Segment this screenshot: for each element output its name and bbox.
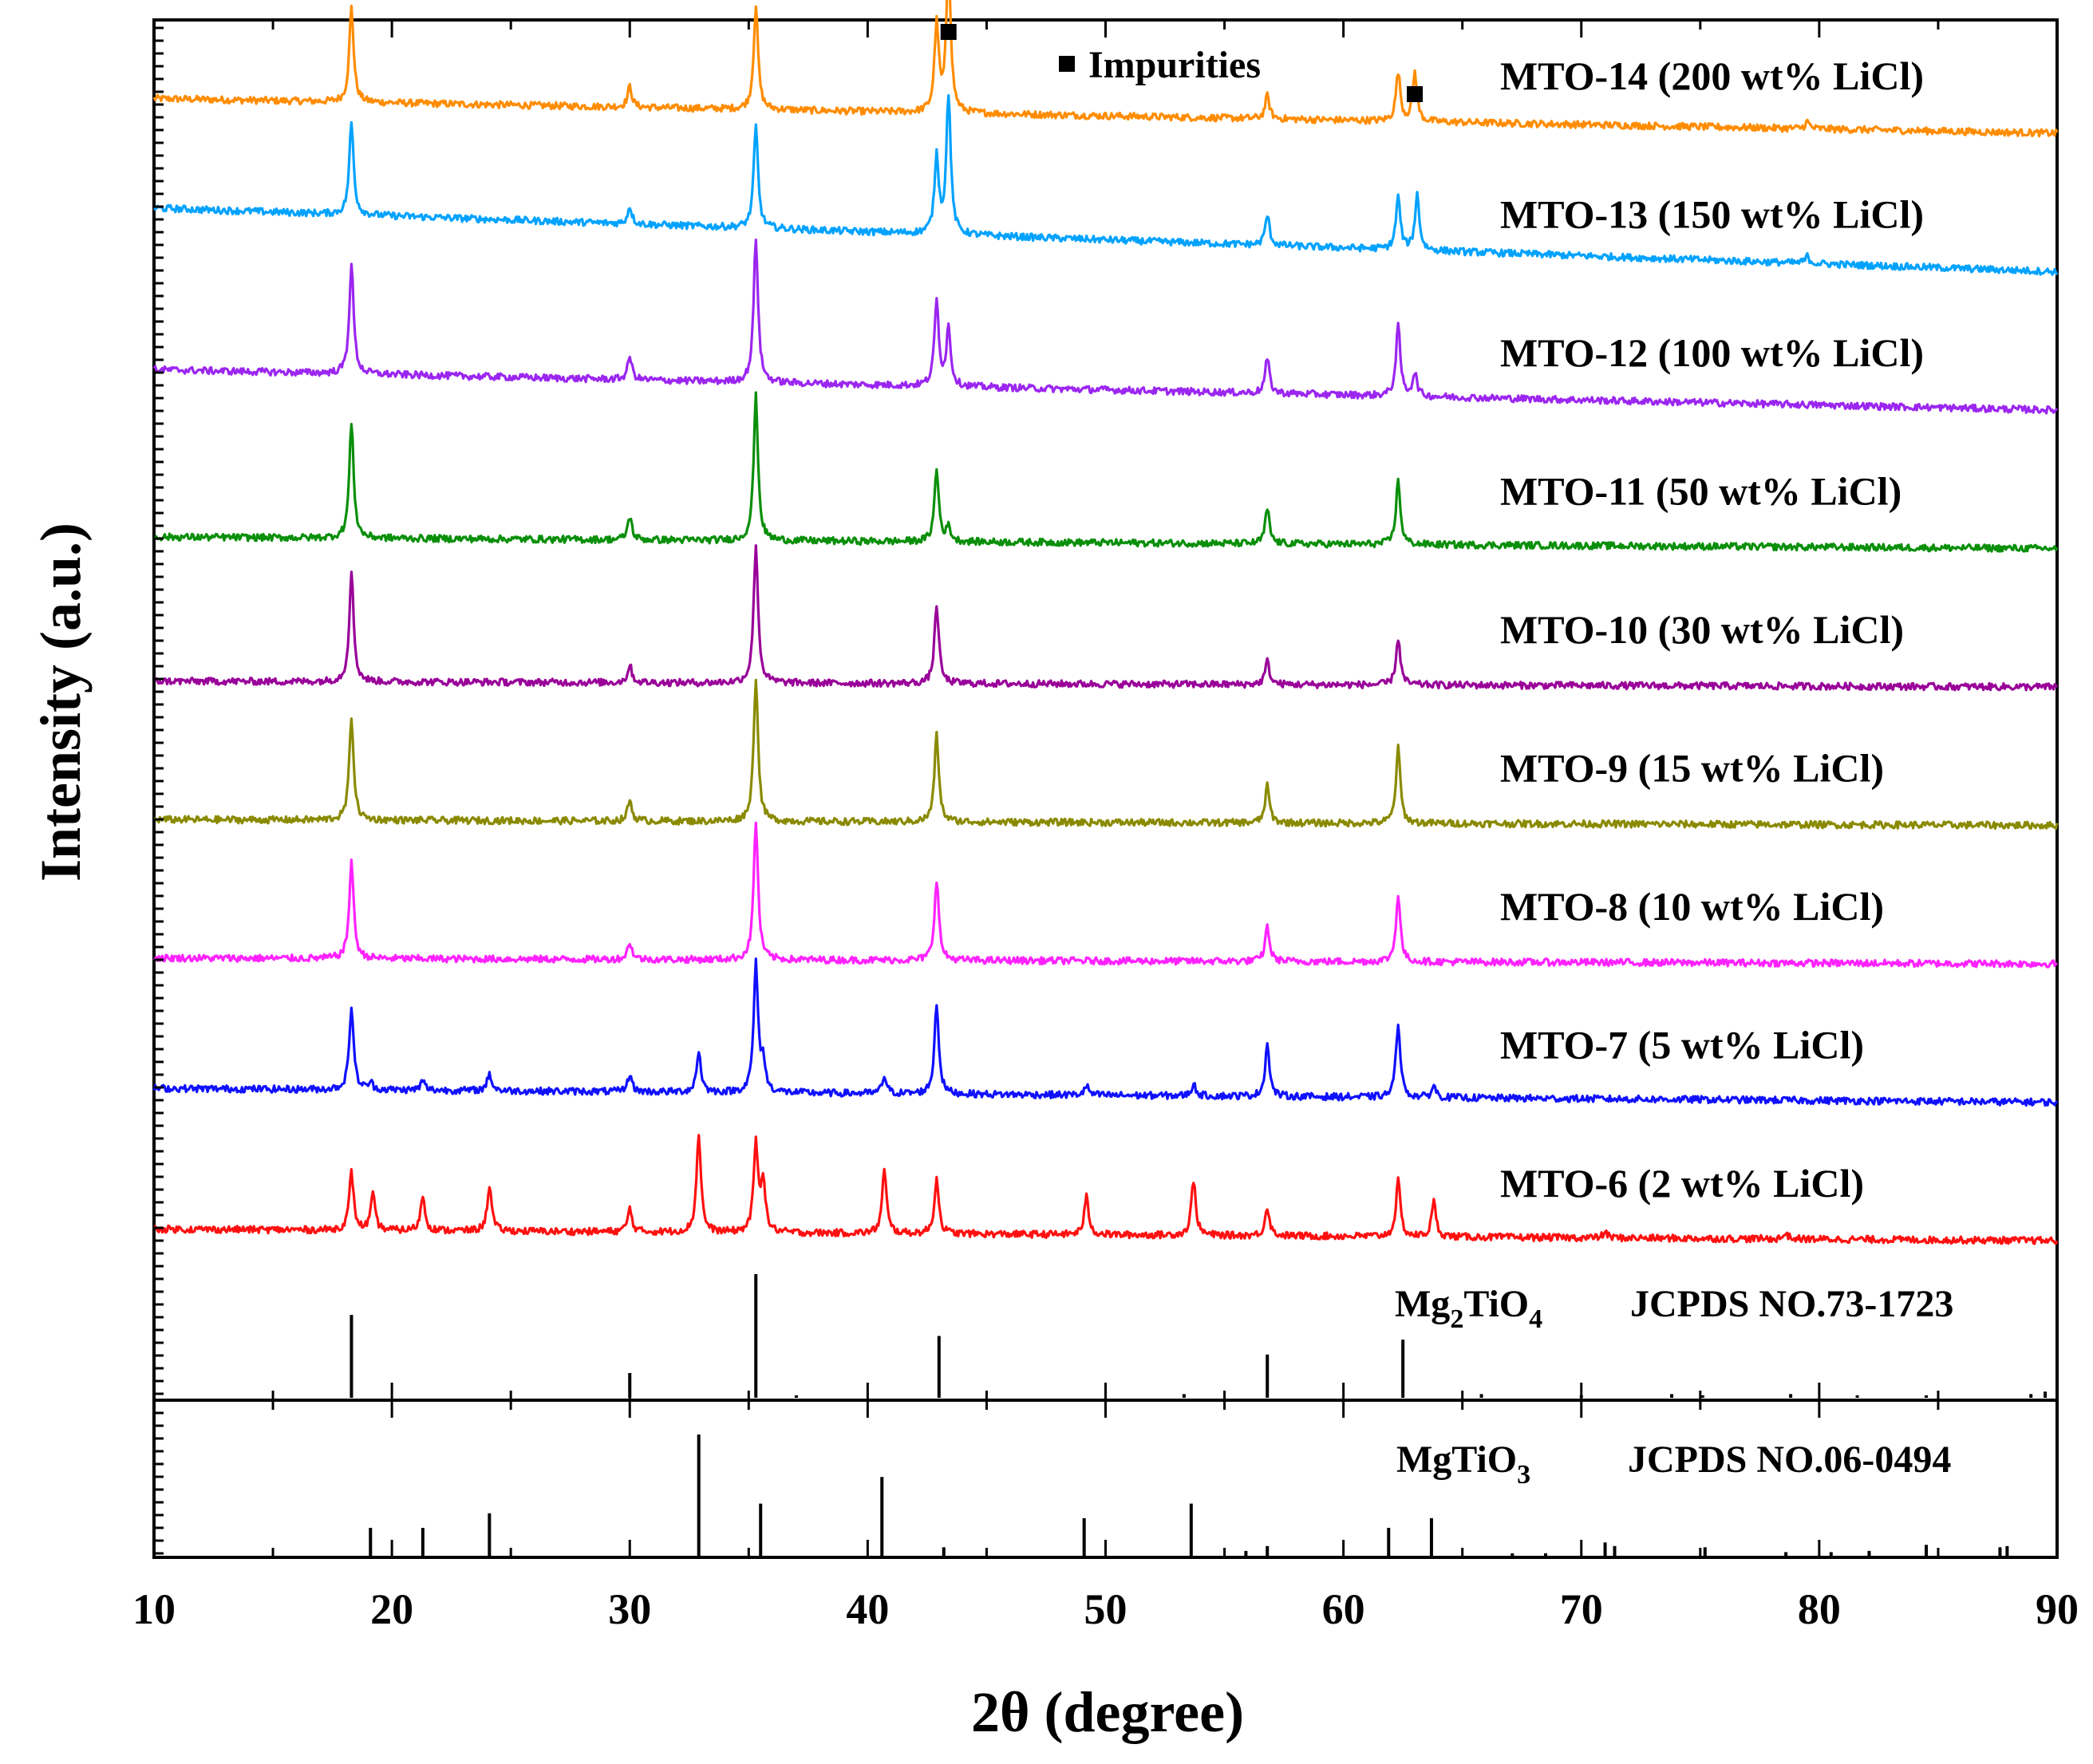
ref-formula-base: Mg <box>1395 1283 1450 1325</box>
series-line-mto-14 <box>152 0 2059 138</box>
y-axis-title: Intensity (a.u.) <box>29 523 93 882</box>
series-line-mto-13 <box>152 94 2059 276</box>
ref-formula-sub1: 3 <box>1517 1460 1530 1490</box>
series-line-mto-11 <box>153 391 2059 553</box>
ref-card-mgtio3: JCPDS NO.06-0494 <box>1628 1438 1951 1481</box>
series-label-mto-7: MTO-7 (5 wt% LiCl) <box>1500 1023 1864 1067</box>
ref-formula-sub1: 2 <box>1450 1304 1463 1334</box>
x-tick-label: 10 <box>132 1585 176 1633</box>
legend: Impurities <box>1059 44 1261 86</box>
x-tick-label: 40 <box>846 1585 889 1633</box>
series-label-mto-11: MTO-11 (50 wt% LiCl) <box>1500 469 1901 514</box>
series-label-mto-12: MTO-12 (100 wt% LiCl) <box>1500 330 1924 375</box>
x-tick-label: 80 <box>1798 1585 1841 1633</box>
series-label-mto-13: MTO-13 (150 wt% LiCl) <box>1500 192 1924 237</box>
series-line-mto-6 <box>153 1134 2059 1245</box>
svg-text:MgTiO3: MgTiO3 <box>1396 1438 1530 1490</box>
ref-label-mg2tio4: Mg2TiO4 JCPDS NO.73-1723 <box>1395 1283 1953 1334</box>
series-label-mto-14: MTO-14 (200 wt% LiCl) <box>1500 53 1924 98</box>
ref-label-mgtio3: MgTiO3 JCPDS NO.06-0494 <box>1396 1438 1951 1490</box>
series-label-mto-6: MTO-6 (2 wt% LiCl) <box>1500 1161 1864 1206</box>
x-tick-label: 50 <box>1084 1585 1127 1633</box>
series-label-mto-8: MTO-8 (10 wt% LiCl) <box>1500 884 1884 929</box>
x-tick-label: 70 <box>1560 1585 1603 1633</box>
impurity-marker <box>940 24 957 40</box>
svg-text:Mg2TiO4: Mg2TiO4 <box>1395 1283 1542 1334</box>
series-label-mto-9: MTO-9 (15 wt% LiCl) <box>1500 746 1884 791</box>
reference-layer <box>349 1274 2048 1556</box>
series-line-mto-9 <box>153 678 2059 831</box>
impurity-markers <box>940 24 1424 102</box>
x-tick-label: 30 <box>608 1585 651 1633</box>
ref-formula-base: MgTiO <box>1396 1438 1517 1481</box>
ref-formula-sub2: 4 <box>1529 1304 1542 1334</box>
series-line-mto-8 <box>152 821 2058 969</box>
x-tick-label: 90 <box>2036 1585 2079 1633</box>
ref-formula-mid: TiO <box>1463 1283 1529 1325</box>
impurity-marker <box>1407 86 1424 102</box>
x-axis-title: 2θ (degree) <box>971 1680 1244 1744</box>
series-labels: MTO-14 (200 wt% LiCl) MTO-13 (150 wt% LiC… <box>1500 53 1924 1206</box>
axis-ticks <box>152 20 2059 1557</box>
series-label-mto-10: MTO-10 (30 wt% LiCl) <box>1500 607 1904 652</box>
ref-card-mg2tio4: JCPDS NO.73-1723 <box>1630 1283 1953 1325</box>
x-tick-label: 20 <box>370 1585 413 1633</box>
series-line-mto-10 <box>153 544 2059 692</box>
series-layer <box>152 0 2059 1245</box>
legend-marker-square <box>1059 56 1075 72</box>
series-line-mto-12 <box>152 239 2059 415</box>
x-tick-labels: 10 20 30 40 50 60 70 80 90 <box>132 1585 2079 1633</box>
series-line-mto-7 <box>152 957 2059 1107</box>
legend-label: Impurities <box>1088 44 1261 86</box>
x-tick-label: 60 <box>1322 1585 1365 1633</box>
